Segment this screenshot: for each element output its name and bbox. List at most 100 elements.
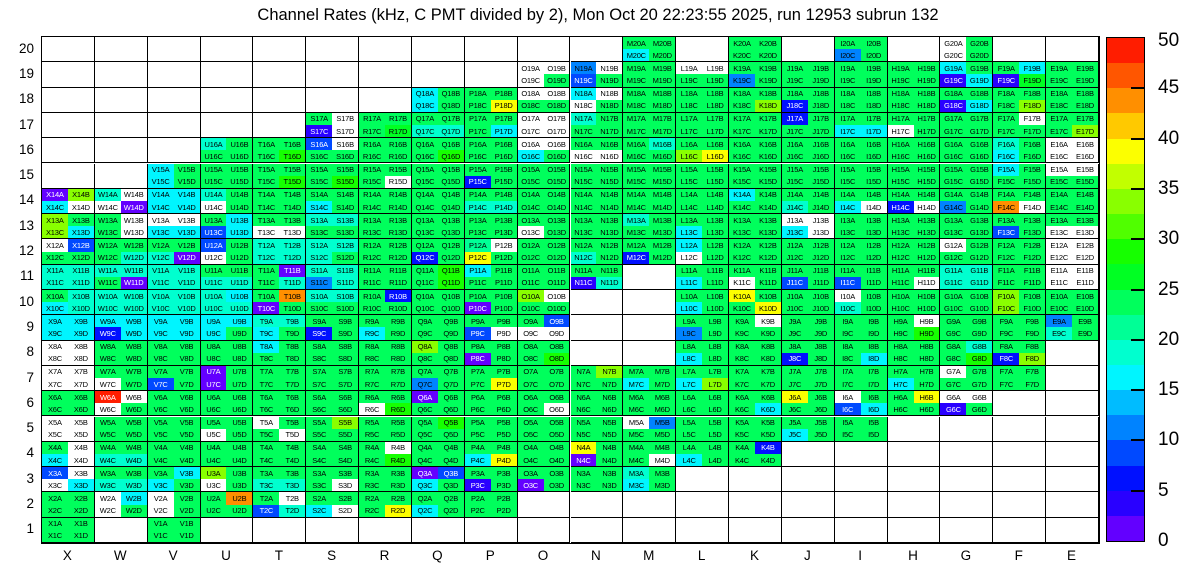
heatmap-cell: O14A [517,188,544,201]
grid-block-S11: S11A S11B S11C S11D [306,264,360,290]
heatmap-cell: Q3C [411,479,438,492]
grid-block-G10: G10A G10B G10C G10D [940,290,994,316]
heatmap-cell: X14A [42,188,68,201]
heatmap-cell: F8C [993,352,1020,365]
colorbar-tick [1131,87,1144,90]
grid-block-N19: N19A N19B N19C N19D [570,62,624,88]
heatmap-cell: Q17B [437,112,464,126]
grid-block-L9: L9A L9B L9C L9D [676,315,730,341]
grid-block-R4: R4A R4B R4C R4D [359,441,412,468]
heatmap-cell: N13A [570,214,597,227]
heatmap-cell: L11A [676,264,703,277]
heatmap-cell: I16C [834,150,861,163]
grid-block-P11: P11A P11B P11C P11D [464,264,518,290]
heatmap-cell: O9C [517,327,544,340]
heatmap-cell: S8D [332,352,359,365]
heatmap-cell: G18D [966,99,993,112]
heatmap-cell: O11D [543,276,570,289]
heatmap-cell: E13C [1046,226,1073,239]
grid-block-K3 [729,467,782,493]
heatmap-cell: S5B [332,416,359,429]
heatmap-cell: J13D [807,226,834,239]
heatmap-cell: O5D [543,428,570,441]
heatmap-cell: J17B [807,112,834,126]
heatmap-cell: T9D [279,327,306,340]
heatmap-cell: V11B [173,264,200,277]
grid-block-V8: V8A V8B V8C V8D [147,340,201,366]
heatmap-cell: K9A [729,315,755,328]
grid-block-K11: K11A K11B K11C K11D [729,264,782,290]
grid-block-J3 [781,467,835,493]
heatmap-cell: S8C [306,352,333,365]
heatmap-cell: I13D [860,226,887,239]
heatmap-cell: O9B [543,315,570,328]
heatmap-cell: M19B [649,62,676,75]
heatmap-cell: H13A [887,214,914,227]
grid-block-P18: P18A P18B P18C P18D [464,87,518,113]
heatmap-cell: K6C [729,403,755,416]
heatmap-cell: P2D [490,504,517,517]
heatmap-cell: Q3B [437,467,464,480]
heatmap-cell: G15C [940,175,967,188]
heatmap-cell: V1B [173,517,200,530]
heatmap-cell: O8D [543,352,570,365]
grid-block-Q2: Q2A Q2B Q2C Q2D [411,492,465,518]
heatmap-cell: L8C [676,352,703,365]
heatmap-cell: F18A [993,87,1020,100]
heatmap-cell: U10C [200,302,227,315]
heatmap-cell: M5B [649,416,676,429]
grid-block-E20 [1046,37,1099,63]
heatmap-cell: J8A [781,340,808,353]
heatmap-cell: P11C [464,276,491,289]
heatmap-cell: P12B [490,239,517,252]
heatmap-cell: S8A [306,340,333,353]
grid-block-P2: P2A P2B P2C P2D [464,492,518,518]
heatmap-cell: P18C [464,99,491,112]
heatmap-cell: U12A [200,239,227,252]
grid-block-R1 [359,517,412,543]
heatmap-cell: Q2D [437,504,464,517]
grid-block-P8: P8A P8B P8C P8D [464,340,518,366]
heatmap-cell: M14D [649,200,676,214]
heatmap-cell: H14C [887,200,914,214]
grid-block-F3 [993,467,1047,493]
heatmap-cell: G11A [940,264,967,277]
grid-block-W16 [94,138,148,164]
grid-block-R10: R10A R10B R10C R10D [359,290,412,316]
heatmap-cell: E18C [1046,99,1073,112]
heatmap-cell: O4C [517,453,544,467]
grid-block-M10 [623,290,677,316]
grid-block-I20: I20A I20B I20C I20D [834,37,888,63]
heatmap-cell: E9C [1046,327,1073,340]
heatmap-cell: Q7A [411,365,438,379]
heatmap-cell: S4D [332,453,359,467]
heatmap-cell: O6A [517,391,544,404]
grid-block-N10 [570,290,624,316]
colorbar-band [1107,62,1144,89]
heatmap-cell: E18A [1046,87,1073,100]
grid-block-L19: L19A L19B L19C L19D [676,62,730,88]
heatmap-cell: Q16A [411,138,438,151]
heatmap-cell: I12D [860,251,887,264]
grid-block-V13: V13A V13B V13C V13D [147,214,201,240]
grid-block-E18: E18A E18B E18C E18D [1046,87,1099,113]
grid-block-O20 [517,37,571,63]
grid-block-J14: J14A J14B J14C J14D [781,188,835,215]
heatmap-cell: S10C [306,302,333,315]
grid-block-H19: H19A H19B H19C H19D [887,62,941,88]
heatmap-cell: S3D [332,479,359,492]
heatmap-cell: I15D [860,175,887,188]
grid-block-P15: P15A P15B P15C P15D [464,163,518,189]
grid-block-T13: T13A T13B T13C T13D [253,214,307,240]
heatmap-cell: Q9B [437,315,464,328]
heatmap-cell: G10D [966,302,993,315]
heatmap-cell: V5D [173,428,200,441]
grid-block-V14: V14A V14B V14C V14D [147,188,201,215]
heatmap-cell: L6B [702,391,729,404]
heatmap-cell: P11B [490,264,517,277]
heatmap-cell: I14D [860,200,887,214]
heatmap-cell: Q11C [411,276,438,289]
heatmap-cell: G20C [940,49,967,62]
heatmap-cell: R14B [385,188,411,201]
grid-block-W14: W14A W14B W14C W14D [94,188,148,215]
